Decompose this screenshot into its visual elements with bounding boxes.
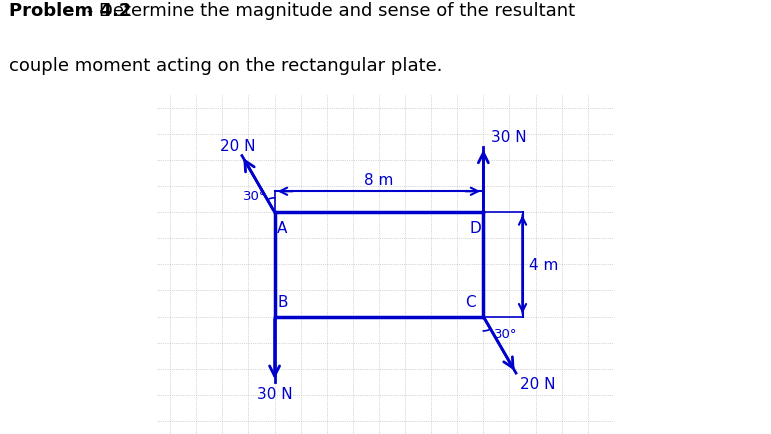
Text: 20 N: 20 N <box>520 376 555 391</box>
Text: A: A <box>278 220 288 235</box>
Text: - Determine the magnitude and sense of the resultant: - Determine the magnitude and sense of t… <box>81 2 575 20</box>
Text: Problem 4.2: Problem 4.2 <box>9 2 132 20</box>
Text: 30°: 30° <box>243 189 267 202</box>
Text: 4 m: 4 m <box>529 257 558 272</box>
Text: couple moment acting on the rectangular plate.: couple moment acting on the rectangular … <box>9 56 443 74</box>
Text: 30 N: 30 N <box>257 386 292 401</box>
Text: 30 N: 30 N <box>491 130 527 145</box>
Text: 8 m: 8 m <box>364 173 394 188</box>
Text: 20 N: 20 N <box>221 139 256 154</box>
Text: D: D <box>469 220 481 235</box>
Text: 30°: 30° <box>493 327 517 340</box>
Text: C: C <box>465 294 476 309</box>
Text: B: B <box>278 294 288 309</box>
